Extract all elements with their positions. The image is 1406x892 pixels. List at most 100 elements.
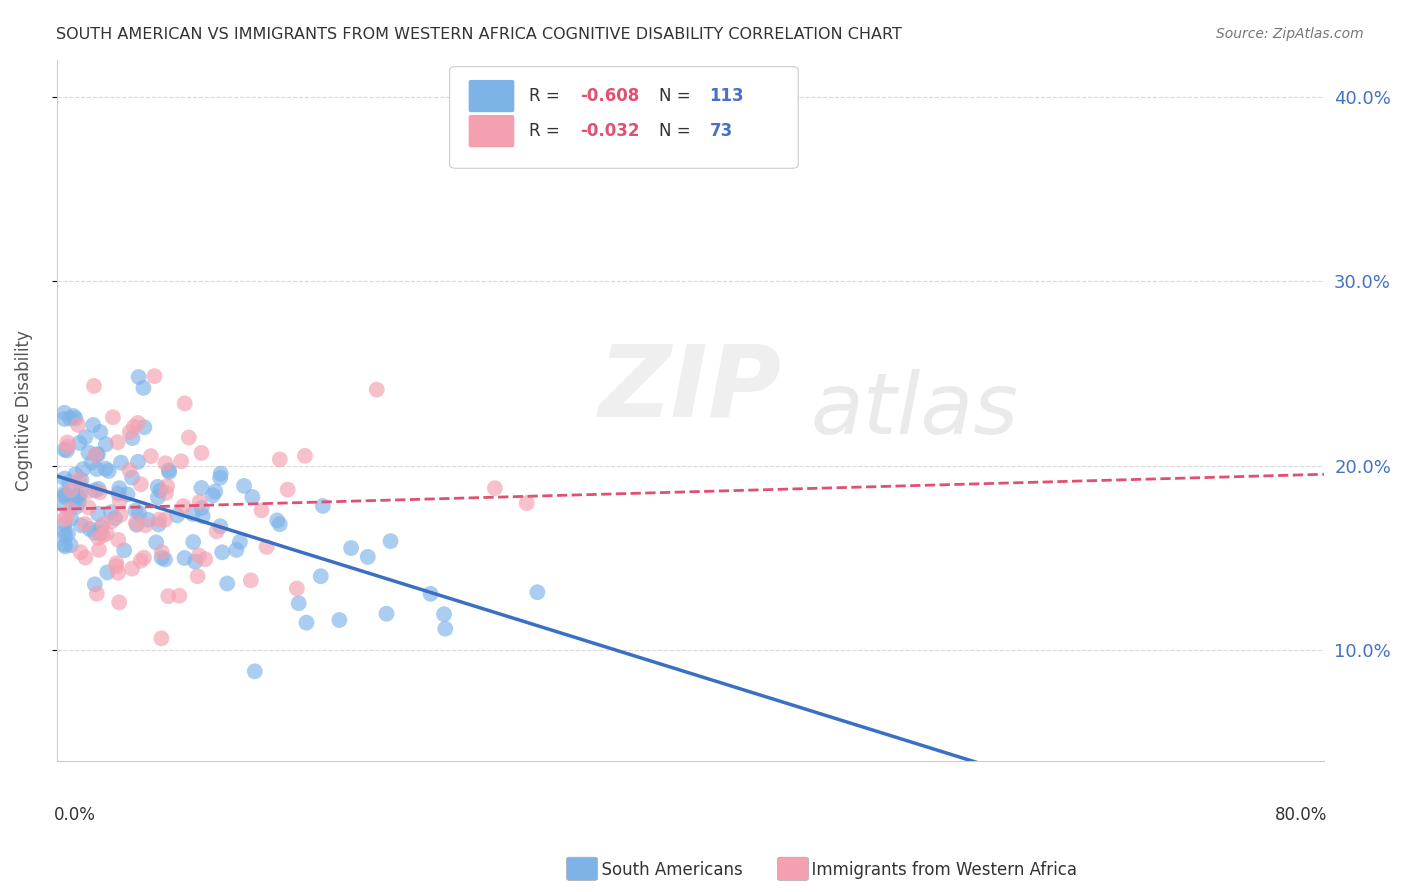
Text: N =: N = (659, 87, 696, 105)
Point (146, 480, 169, 494)
Point (56, 443, 79, 458)
Point (209, 519, 232, 533)
Point (86, 447, 108, 461)
Point (128, 370, 150, 384)
Point (125, 517, 148, 532)
Point (211, 545, 233, 559)
Point (87, 448, 110, 462)
Point (75, 430, 97, 444)
Point (125, 516, 148, 530)
Point (56, 440, 79, 454)
Point (89, 526, 111, 541)
Point (110, 456, 132, 470)
Point (62, 490, 84, 504)
Point (91, 517, 114, 532)
Point (80, 455, 103, 469)
Point (129, 554, 152, 568)
Point (201, 488, 224, 502)
Point (129, 477, 152, 491)
Point (101, 515, 124, 529)
Point (143, 369, 166, 384)
FancyBboxPatch shape (450, 67, 799, 169)
Point (127, 455, 149, 469)
Point (53, 471, 76, 485)
Point (250, 503, 273, 517)
Point (121, 471, 143, 485)
Point (77, 500, 100, 515)
Text: 0.0%: 0.0% (53, 806, 96, 824)
Point (188, 495, 211, 509)
Point (86, 462, 108, 476)
Point (146, 491, 169, 505)
Point (243, 665, 266, 679)
Point (204, 484, 226, 499)
Point (58, 475, 80, 489)
Text: 113: 113 (710, 87, 744, 105)
Point (66, 488, 89, 502)
Point (87, 507, 110, 521)
Point (53, 412, 76, 426)
Point (287, 596, 309, 610)
Point (72, 462, 94, 476)
Point (375, 607, 398, 621)
Point (96, 526, 118, 541)
Point (86, 587, 108, 601)
Point (67, 495, 90, 509)
Point (53, 512, 76, 526)
Point (150, 550, 173, 565)
Point (65, 411, 87, 425)
Point (169, 589, 191, 603)
Point (53, 524, 76, 539)
Point (156, 479, 179, 493)
Point (277, 483, 299, 497)
Point (87, 542, 110, 557)
Point (67, 473, 90, 487)
Point (55, 510, 77, 524)
Point (194, 552, 217, 566)
Point (108, 595, 131, 609)
Point (157, 463, 180, 477)
Point (110, 508, 132, 522)
Point (526, 585, 548, 599)
Point (295, 615, 318, 630)
Point (83, 577, 105, 591)
Point (108, 481, 131, 495)
Point (97, 464, 120, 478)
Point (239, 574, 262, 588)
Point (53, 442, 76, 457)
Point (89, 485, 111, 500)
Point (117, 487, 139, 501)
Point (53, 540, 76, 554)
Text: -0.608: -0.608 (581, 87, 640, 105)
Point (76, 484, 98, 499)
Point (229, 534, 252, 549)
FancyBboxPatch shape (468, 115, 515, 147)
Text: ZIP: ZIP (599, 341, 782, 438)
Point (150, 632, 173, 646)
Point (516, 496, 538, 510)
Point (55, 488, 77, 502)
Point (484, 481, 506, 495)
Point (67, 491, 90, 505)
Point (145, 535, 167, 549)
Point (59, 483, 82, 497)
Point (128, 506, 150, 520)
Point (269, 517, 291, 532)
Point (136, 513, 159, 527)
Y-axis label: Cognitive Disability: Cognitive Disability (15, 330, 32, 491)
Point (108, 493, 131, 508)
Point (105, 556, 128, 570)
Point (65, 500, 87, 514)
Point (56, 435, 79, 450)
Point (205, 524, 228, 539)
Point (190, 446, 212, 460)
Point (79, 522, 101, 536)
Point (148, 517, 170, 532)
Point (121, 561, 143, 575)
Point (69, 545, 91, 559)
Point (59, 538, 82, 552)
Point (53, 406, 76, 420)
Point (157, 589, 180, 603)
Point (60, 511, 83, 525)
Point (269, 452, 291, 467)
